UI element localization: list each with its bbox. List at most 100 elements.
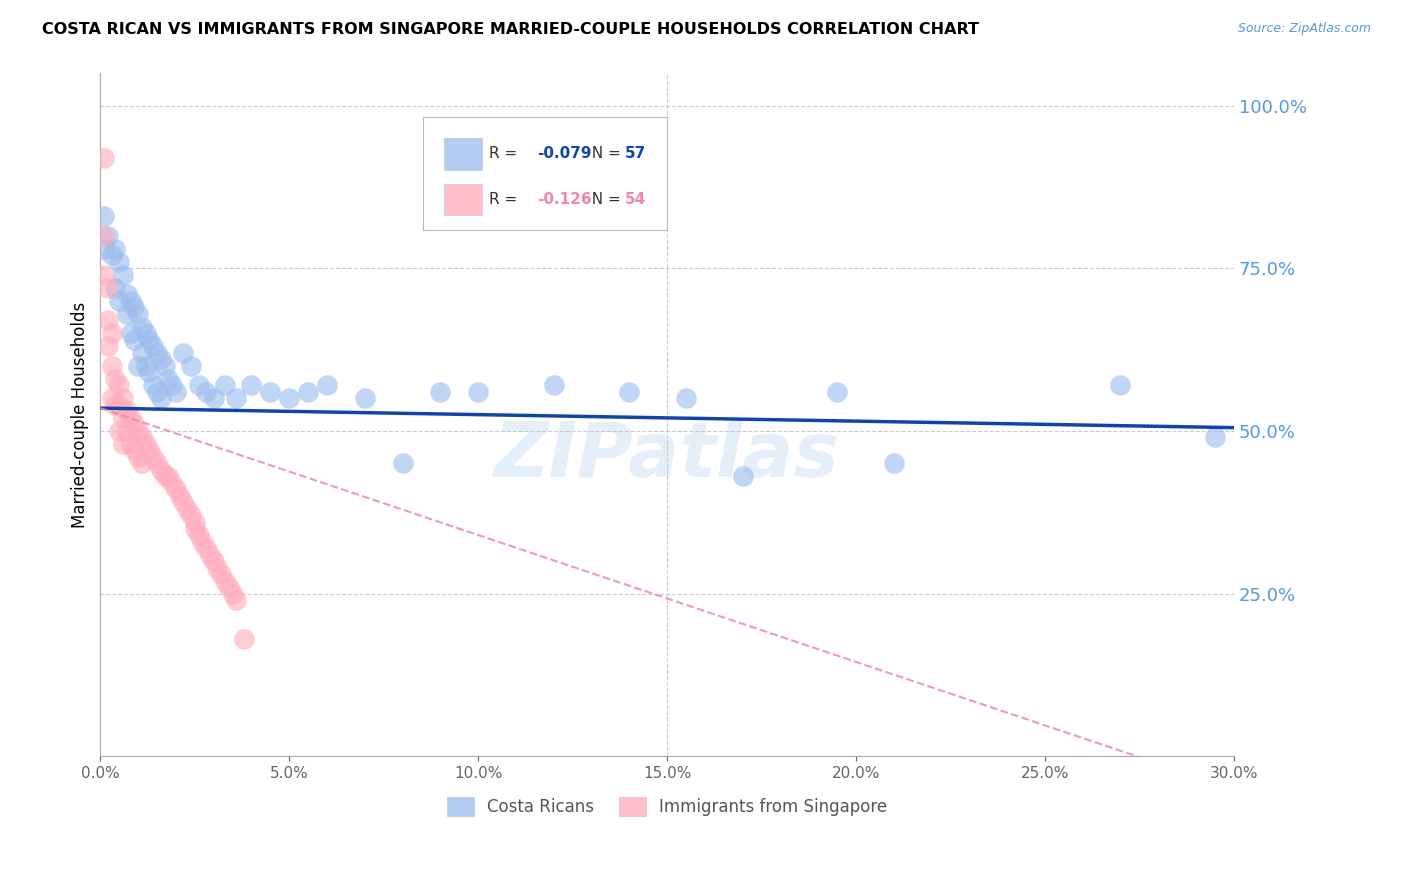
- Point: [172, 495, 194, 509]
- Point: [146, 384, 169, 399]
- Text: -0.126: -0.126: [537, 192, 592, 207]
- Point: [142, 339, 165, 353]
- Point: [131, 346, 153, 360]
- Point: [104, 242, 127, 256]
- Point: [108, 293, 131, 308]
- Point: [97, 281, 120, 295]
- Point: [259, 384, 281, 399]
- Point: [135, 326, 157, 341]
- Point: [127, 450, 149, 464]
- Point: [142, 378, 165, 392]
- Point: [202, 392, 225, 406]
- Point: [675, 392, 697, 406]
- Point: [131, 319, 153, 334]
- Point: [176, 502, 198, 516]
- Point: [120, 410, 142, 425]
- Point: [146, 457, 169, 471]
- Point: [157, 372, 180, 386]
- Text: N =: N =: [582, 192, 626, 207]
- Point: [149, 352, 172, 367]
- Point: [316, 378, 339, 392]
- Point: [115, 424, 138, 438]
- Point: [297, 384, 319, 399]
- Point: [104, 398, 127, 412]
- Point: [120, 293, 142, 308]
- Text: Source: ZipAtlas.com: Source: ZipAtlas.com: [1237, 22, 1371, 36]
- Point: [153, 359, 176, 373]
- Point: [191, 534, 214, 549]
- Point: [127, 307, 149, 321]
- Point: [93, 228, 115, 243]
- Point: [149, 392, 172, 406]
- Point: [93, 242, 115, 256]
- Point: [138, 365, 160, 379]
- Y-axis label: Married-couple Households: Married-couple Households: [72, 301, 89, 528]
- Point: [165, 384, 187, 399]
- Point: [120, 326, 142, 341]
- Point: [93, 268, 115, 282]
- Point: [209, 567, 232, 582]
- Point: [115, 287, 138, 301]
- Point: [195, 384, 218, 399]
- FancyBboxPatch shape: [444, 138, 482, 169]
- Point: [731, 469, 754, 483]
- Point: [131, 430, 153, 444]
- Point: [120, 437, 142, 451]
- FancyBboxPatch shape: [423, 118, 666, 230]
- Point: [218, 580, 240, 594]
- Point: [467, 384, 489, 399]
- Point: [195, 541, 218, 555]
- Point: [135, 437, 157, 451]
- Point: [142, 450, 165, 464]
- Point: [180, 359, 202, 373]
- Point: [100, 392, 122, 406]
- Point: [93, 209, 115, 223]
- Point: [1204, 430, 1226, 444]
- Point: [124, 300, 146, 314]
- Point: [391, 457, 413, 471]
- Text: R =: R =: [489, 146, 522, 161]
- Point: [100, 326, 122, 341]
- Point: [100, 248, 122, 262]
- Text: 54: 54: [626, 192, 647, 207]
- Point: [146, 346, 169, 360]
- Point: [619, 384, 641, 399]
- Point: [225, 392, 247, 406]
- Point: [111, 437, 134, 451]
- Point: [111, 268, 134, 282]
- Point: [543, 378, 565, 392]
- Point: [429, 384, 451, 399]
- Point: [97, 313, 120, 327]
- Point: [115, 404, 138, 418]
- Point: [214, 378, 236, 392]
- Point: [221, 586, 243, 600]
- Point: [124, 333, 146, 347]
- Point: [353, 392, 375, 406]
- Point: [124, 443, 146, 458]
- Point: [180, 508, 202, 523]
- Point: [138, 443, 160, 458]
- FancyBboxPatch shape: [444, 184, 482, 215]
- Point: [104, 372, 127, 386]
- Point: [172, 346, 194, 360]
- Legend: Costa Ricans, Immigrants from Singapore: Costa Ricans, Immigrants from Singapore: [440, 790, 894, 823]
- Point: [104, 281, 127, 295]
- Point: [883, 457, 905, 471]
- Point: [97, 339, 120, 353]
- Point: [97, 228, 120, 243]
- Point: [149, 463, 172, 477]
- Point: [202, 554, 225, 568]
- Point: [157, 469, 180, 483]
- Point: [124, 417, 146, 432]
- Point: [160, 475, 183, 490]
- Point: [93, 151, 115, 165]
- Point: [111, 410, 134, 425]
- Point: [184, 521, 207, 535]
- Point: [153, 469, 176, 483]
- Point: [184, 515, 207, 529]
- Point: [225, 593, 247, 607]
- Point: [165, 483, 187, 497]
- Text: COSTA RICAN VS IMMIGRANTS FROM SINGAPORE MARRIED-COUPLE HOUSEHOLDS CORRELATION C: COSTA RICAN VS IMMIGRANTS FROM SINGAPORE…: [42, 22, 979, 37]
- Point: [108, 424, 131, 438]
- Text: 57: 57: [626, 146, 647, 161]
